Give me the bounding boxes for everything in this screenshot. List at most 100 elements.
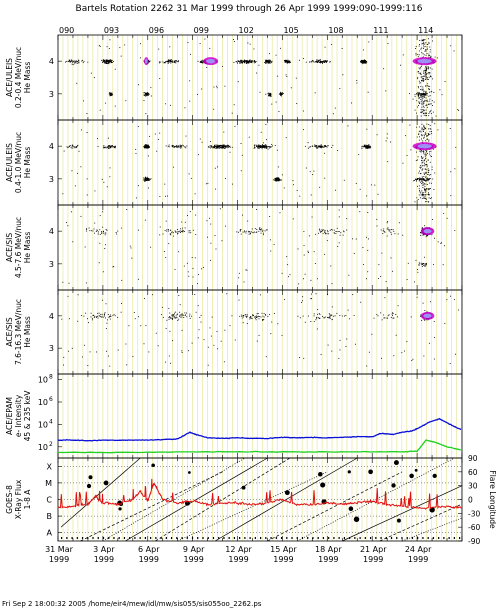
data-point [293, 184, 294, 186]
data-point [315, 61, 317, 63]
data-point [422, 184, 424, 186]
data-point [333, 232, 335, 234]
data-point [87, 318, 88, 320]
data-point [377, 193, 379, 195]
data-point [221, 146, 222, 148]
data-point [108, 61, 110, 63]
data-point [258, 64, 260, 66]
data-point [423, 265, 425, 267]
data-point [428, 76, 430, 78]
data-point [421, 192, 423, 194]
data-point [95, 315, 97, 317]
data-point [248, 60, 250, 62]
data-point [109, 39, 111, 41]
data-point [259, 145, 261, 147]
data-point [154, 133, 156, 135]
data-point [381, 252, 383, 254]
data-point [144, 180, 146, 182]
data-point [424, 168, 426, 170]
panel-frame-1 [57, 119, 463, 206]
data-point [321, 229, 323, 231]
data-point [218, 146, 220, 148]
data-point [85, 230, 87, 232]
data-point [226, 146, 228, 148]
data-point [423, 73, 425, 74]
data-point [337, 246, 339, 247]
data-point [108, 61, 110, 63]
data-point [367, 147, 369, 149]
data-point [93, 77, 95, 79]
data-point [279, 212, 281, 214]
data-point [213, 144, 215, 146]
data-point [66, 60, 68, 62]
data-point [424, 256, 425, 258]
data-point [424, 46, 426, 48]
data-point [254, 228, 256, 230]
data-point [200, 61, 202, 63]
data-point [81, 60, 83, 62]
data-point [400, 64, 401, 66]
data-point [219, 145, 221, 147]
data-point [281, 174, 283, 176]
data-point [333, 315, 335, 317]
data-point [428, 124, 430, 125]
data-point [267, 146, 269, 148]
year-tick-label: 1999 [139, 555, 159, 564]
data-point [104, 62, 106, 64]
data-point [67, 147, 69, 149]
data-point [83, 100, 85, 102]
data-point [418, 105, 419, 106]
data-point [320, 62, 322, 64]
data-point [145, 95, 147, 97]
data-point [424, 196, 426, 198]
data-point [99, 234, 101, 235]
data-point [187, 214, 188, 216]
data-point [165, 257, 167, 259]
data-point [384, 297, 386, 299]
data-point [417, 56, 419, 58]
data-point [423, 194, 424, 195]
data-point [242, 62, 243, 63]
data-point [108, 145, 110, 147]
density-peak [206, 58, 216, 64]
data-point [423, 124, 425, 126]
data-point [247, 60, 249, 62]
date-tick-label: 6 Apr [138, 545, 160, 554]
data-point [386, 317, 388, 319]
data-point [364, 145, 365, 147]
data-point [360, 62, 362, 64]
data-point [361, 61, 363, 63]
data-point [318, 317, 320, 319]
data-point [109, 94, 111, 96]
data-point [313, 61, 315, 63]
data-point [338, 216, 340, 218]
data-point [128, 325, 130, 327]
data-point [427, 179, 428, 181]
data-point [418, 194, 420, 196]
data-point [419, 264, 421, 266]
data-point [182, 231, 184, 233]
date-tick-label: 21 Apr [360, 545, 387, 554]
data-point [428, 179, 430, 181]
data-point [318, 146, 320, 147]
data-point [362, 61, 364, 62]
data-point [419, 102, 421, 104]
data-point [398, 222, 400, 224]
data-point [253, 315, 254, 316]
data-point [69, 60, 71, 61]
data-point [426, 73, 428, 74]
data-point [315, 293, 317, 295]
data-point [243, 61, 245, 63]
data-point [238, 277, 240, 279]
data-point [324, 145, 326, 147]
data-point [76, 82, 78, 84]
data-point [144, 94, 146, 96]
data-point [156, 150, 158, 152]
data-point [286, 256, 288, 258]
data-point [427, 133, 429, 134]
data-point [256, 313, 258, 315]
data-point [260, 230, 262, 232]
data-point [378, 264, 380, 266]
data-point [432, 111, 434, 113]
data-point [171, 340, 173, 342]
